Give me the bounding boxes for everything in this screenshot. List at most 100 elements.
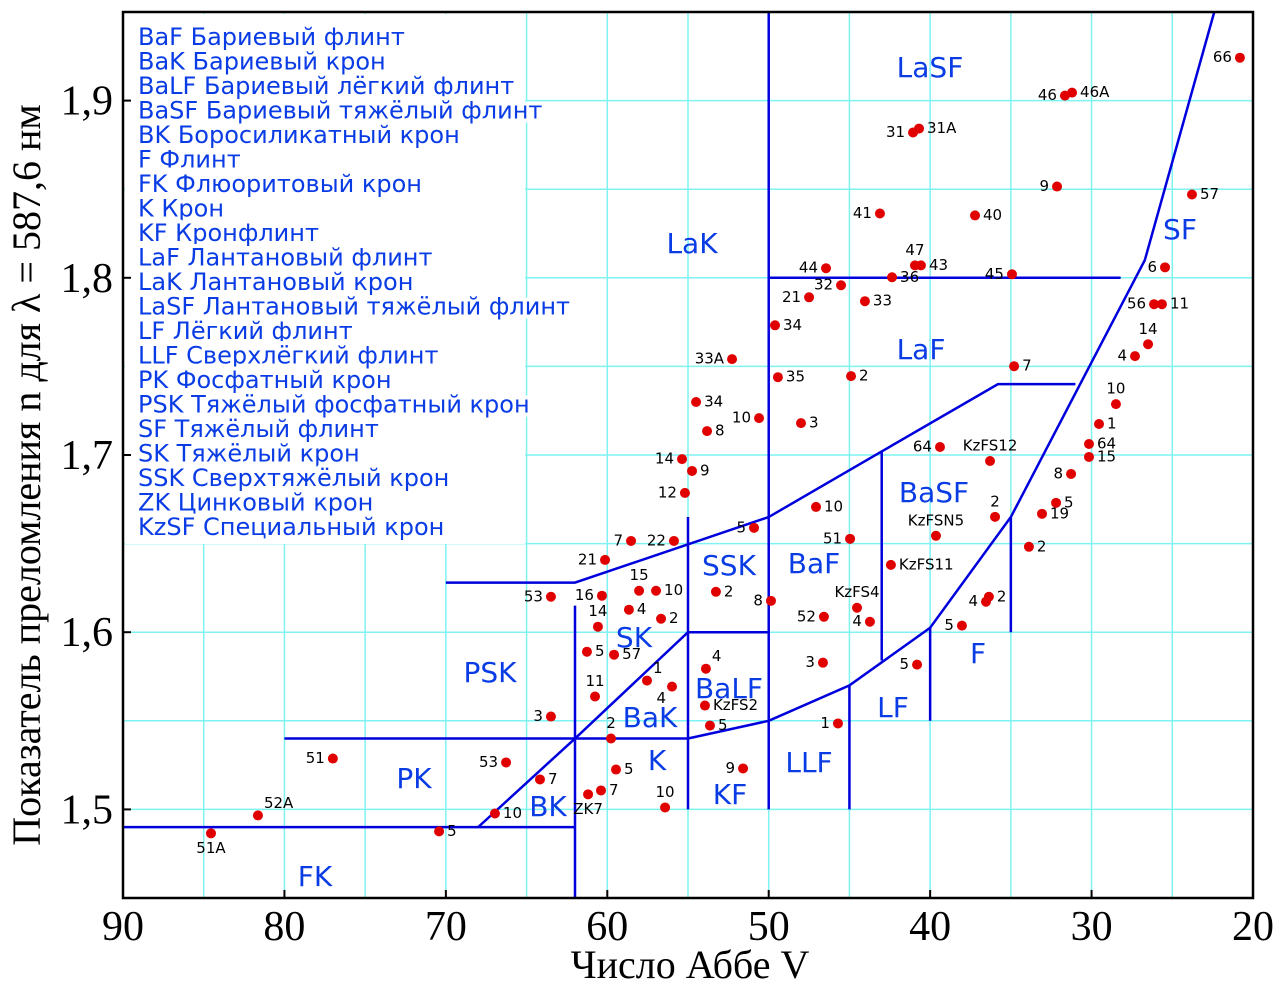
legend-box [125, 14, 525, 544]
x-axis-label: Число Аббе V [571, 942, 810, 987]
point-label: 10 [503, 804, 522, 822]
glass-point [679, 487, 690, 498]
glass-point [930, 530, 941, 541]
glass-point [821, 263, 832, 274]
region-boundary [445, 382, 1076, 584]
point-label: 64 [913, 438, 932, 456]
region-label: LF [877, 691, 909, 724]
glass-point [581, 646, 592, 657]
legend-entry: BaK Бариевый крон [138, 48, 386, 76]
point-label: 46A [1080, 83, 1110, 101]
point-label: 53 [479, 753, 498, 771]
point-label: 5 [595, 642, 605, 660]
glass-point [796, 418, 806, 429]
point-label: 2 [669, 609, 679, 627]
legend-entry: LLF Сверхлёгкий флинт [138, 342, 438, 370]
point-label: 14 [1139, 320, 1158, 338]
glass-point [832, 718, 843, 729]
point-label: 3 [809, 414, 819, 432]
region-label: BK [529, 790, 567, 823]
legend-entry: LaF Лантановый флинт [138, 244, 432, 272]
point-label: 40 [983, 206, 1002, 224]
x-tick-label: 50 [748, 904, 790, 950]
legend-entry: KzSF Специальный крон [138, 513, 444, 541]
point-label: 2 [724, 582, 734, 600]
point-label: 33A [695, 350, 725, 368]
region-label: SSK [702, 549, 757, 582]
glass-point [985, 456, 996, 467]
region-label: LaSF [897, 51, 964, 84]
glass-point [738, 763, 749, 774]
point-label: 6 [1147, 258, 1157, 276]
point-label: 35 [786, 368, 805, 386]
glass-point [1083, 451, 1094, 462]
glass-point [1110, 399, 1121, 410]
point-label: 1 [653, 659, 663, 677]
point-label: 7 [1022, 357, 1032, 375]
glass-point [668, 535, 679, 546]
glass-point [1234, 52, 1245, 63]
glass-point [970, 210, 981, 221]
point-label: 45 [985, 265, 1004, 283]
glass-point [727, 354, 738, 365]
glass-point [611, 764, 622, 775]
point-label: 10 [664, 581, 683, 599]
glass-point [887, 272, 898, 283]
glass-point [1009, 361, 1020, 372]
point-label: 3 [533, 707, 543, 725]
point-label: KzFS2 [713, 696, 758, 714]
point-label: 10 [824, 497, 843, 515]
point-label: 1 [1107, 414, 1117, 432]
legend-entry: SK Тяжёлый крон [138, 440, 360, 468]
y-axis-label: Показатель преломления n для λ = 587,6 н… [4, 104, 49, 845]
point-label: 34 [704, 393, 723, 411]
glass-point [817, 657, 828, 668]
point-label: 19 [1050, 504, 1069, 522]
glass-point [1051, 497, 1062, 508]
point-label: 5 [624, 760, 634, 778]
regions: LaSF LaK SF LaF BaSF SSK BaF SK PSK BaLF BaK F LF K LL… [298, 51, 1197, 893]
glass-point [864, 616, 875, 627]
glass-point [545, 711, 556, 722]
glass-point [956, 620, 967, 631]
region-label: LaK [666, 227, 718, 260]
point-label: 31 [886, 123, 905, 141]
legend-entry: LaSF Лантановый тяжёлый флинт [138, 293, 570, 321]
point-label: 8 [753, 591, 763, 609]
point-label: 32 [814, 276, 833, 294]
glass-point [700, 663, 711, 674]
legend-entry: BK Боросиликатный крон [138, 121, 460, 149]
glass-point [434, 826, 445, 837]
glass-point [605, 733, 616, 744]
point-label: 4 [637, 600, 647, 618]
point-label: 57 [622, 645, 641, 663]
glass-point [983, 591, 994, 602]
x-tick-label: 40 [909, 904, 951, 950]
point-label: 14 [588, 602, 607, 620]
x-tick-label: 70 [425, 904, 467, 950]
point-label: 4 [1117, 347, 1127, 365]
point-label: 4 [656, 689, 666, 707]
point-label: 31A [927, 119, 957, 137]
glass-point [885, 559, 896, 570]
point-label: 4 [968, 592, 978, 610]
x-tick-label: 60 [586, 904, 628, 950]
glass-point [765, 595, 776, 606]
glass-point [534, 774, 545, 785]
glass-point [836, 280, 847, 291]
point-label: 21 [782, 288, 801, 306]
glass-point [596, 590, 607, 601]
glass-point [489, 808, 500, 819]
y-tick-label: 1,5 [61, 787, 114, 833]
region-label: LLF [785, 746, 832, 779]
point-label: 2 [1037, 537, 1047, 555]
legend-entry: PSK Тяжёлый фосфатный крон [138, 391, 530, 419]
point-label: 9 [1039, 177, 1049, 195]
point-label: 10 [656, 783, 675, 801]
point-label: 2 [606, 714, 616, 732]
glass-point [1023, 541, 1034, 552]
region-label: BaF [788, 547, 840, 580]
point-label: 14 [655, 450, 674, 468]
